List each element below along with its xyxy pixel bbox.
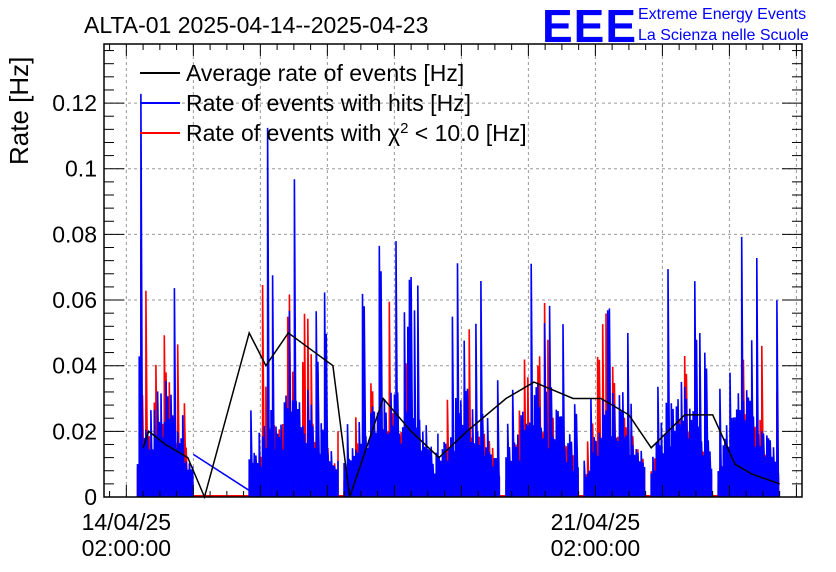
legend-superscript: 2 — [400, 120, 408, 137]
series-hits — [136, 93, 780, 498]
legend-label: Rate of events with χ2 < 10.0 [Hz] — [186, 120, 527, 147]
axes: 00.020.040.060.080.10.1214/04/2502:00:00… — [52, 43, 803, 561]
hits-series-segment — [505, 263, 579, 498]
hits-series-segment — [438, 263, 501, 498]
y-tick-label: 0.06 — [52, 287, 97, 313]
chart-title: ALTA-01 2025-04-14--2025-04-23 — [84, 12, 428, 38]
legend-label-rest: < 10.0 [Hz] — [408, 120, 526, 146]
y-tick-label: 0.1 — [65, 156, 97, 182]
hits-series-segment — [248, 127, 339, 498]
x-tick-label: 14/04/25 — [82, 509, 172, 535]
x-tick-label: 02:00:00 — [82, 535, 172, 561]
hits-series-segment — [343, 241, 439, 498]
x-tick-label: 02:00:00 — [551, 535, 641, 561]
legend-label: Average rate of events [Hz] — [186, 60, 464, 86]
legend-label: Rate of events with hits [Hz] — [186, 90, 471, 116]
y-tick-label: 0.02 — [52, 418, 97, 444]
average-series-line — [142, 330, 780, 500]
y-tick-label: 0.08 — [52, 221, 97, 247]
hits-series-segment — [136, 93, 194, 498]
y-tick-label: 0.12 — [52, 90, 97, 116]
hits-series-segment — [650, 269, 713, 498]
y-tick-label: 0 — [84, 484, 97, 510]
y-tick-label: 0.04 — [52, 353, 97, 379]
legend: Average rate of events [Hz] Rate of event… — [140, 60, 527, 146]
y-axis-label: Rate [Hz] — [4, 57, 34, 165]
eee-logo: EEE Extreme Energy Events La Scienza nel… — [542, 0, 809, 52]
hits-series-segment — [717, 236, 780, 498]
logo-line2: La Scienza nelle Scuole — [638, 27, 809, 44]
logo-line1: Extreme Energy Events — [638, 6, 806, 23]
hits-gap-line — [192, 453, 250, 492]
plot-frame — [103, 43, 803, 498]
hits-series-segment — [583, 308, 646, 498]
series-average — [142, 330, 780, 500]
x-tick-label: 21/04/25 — [551, 509, 641, 535]
